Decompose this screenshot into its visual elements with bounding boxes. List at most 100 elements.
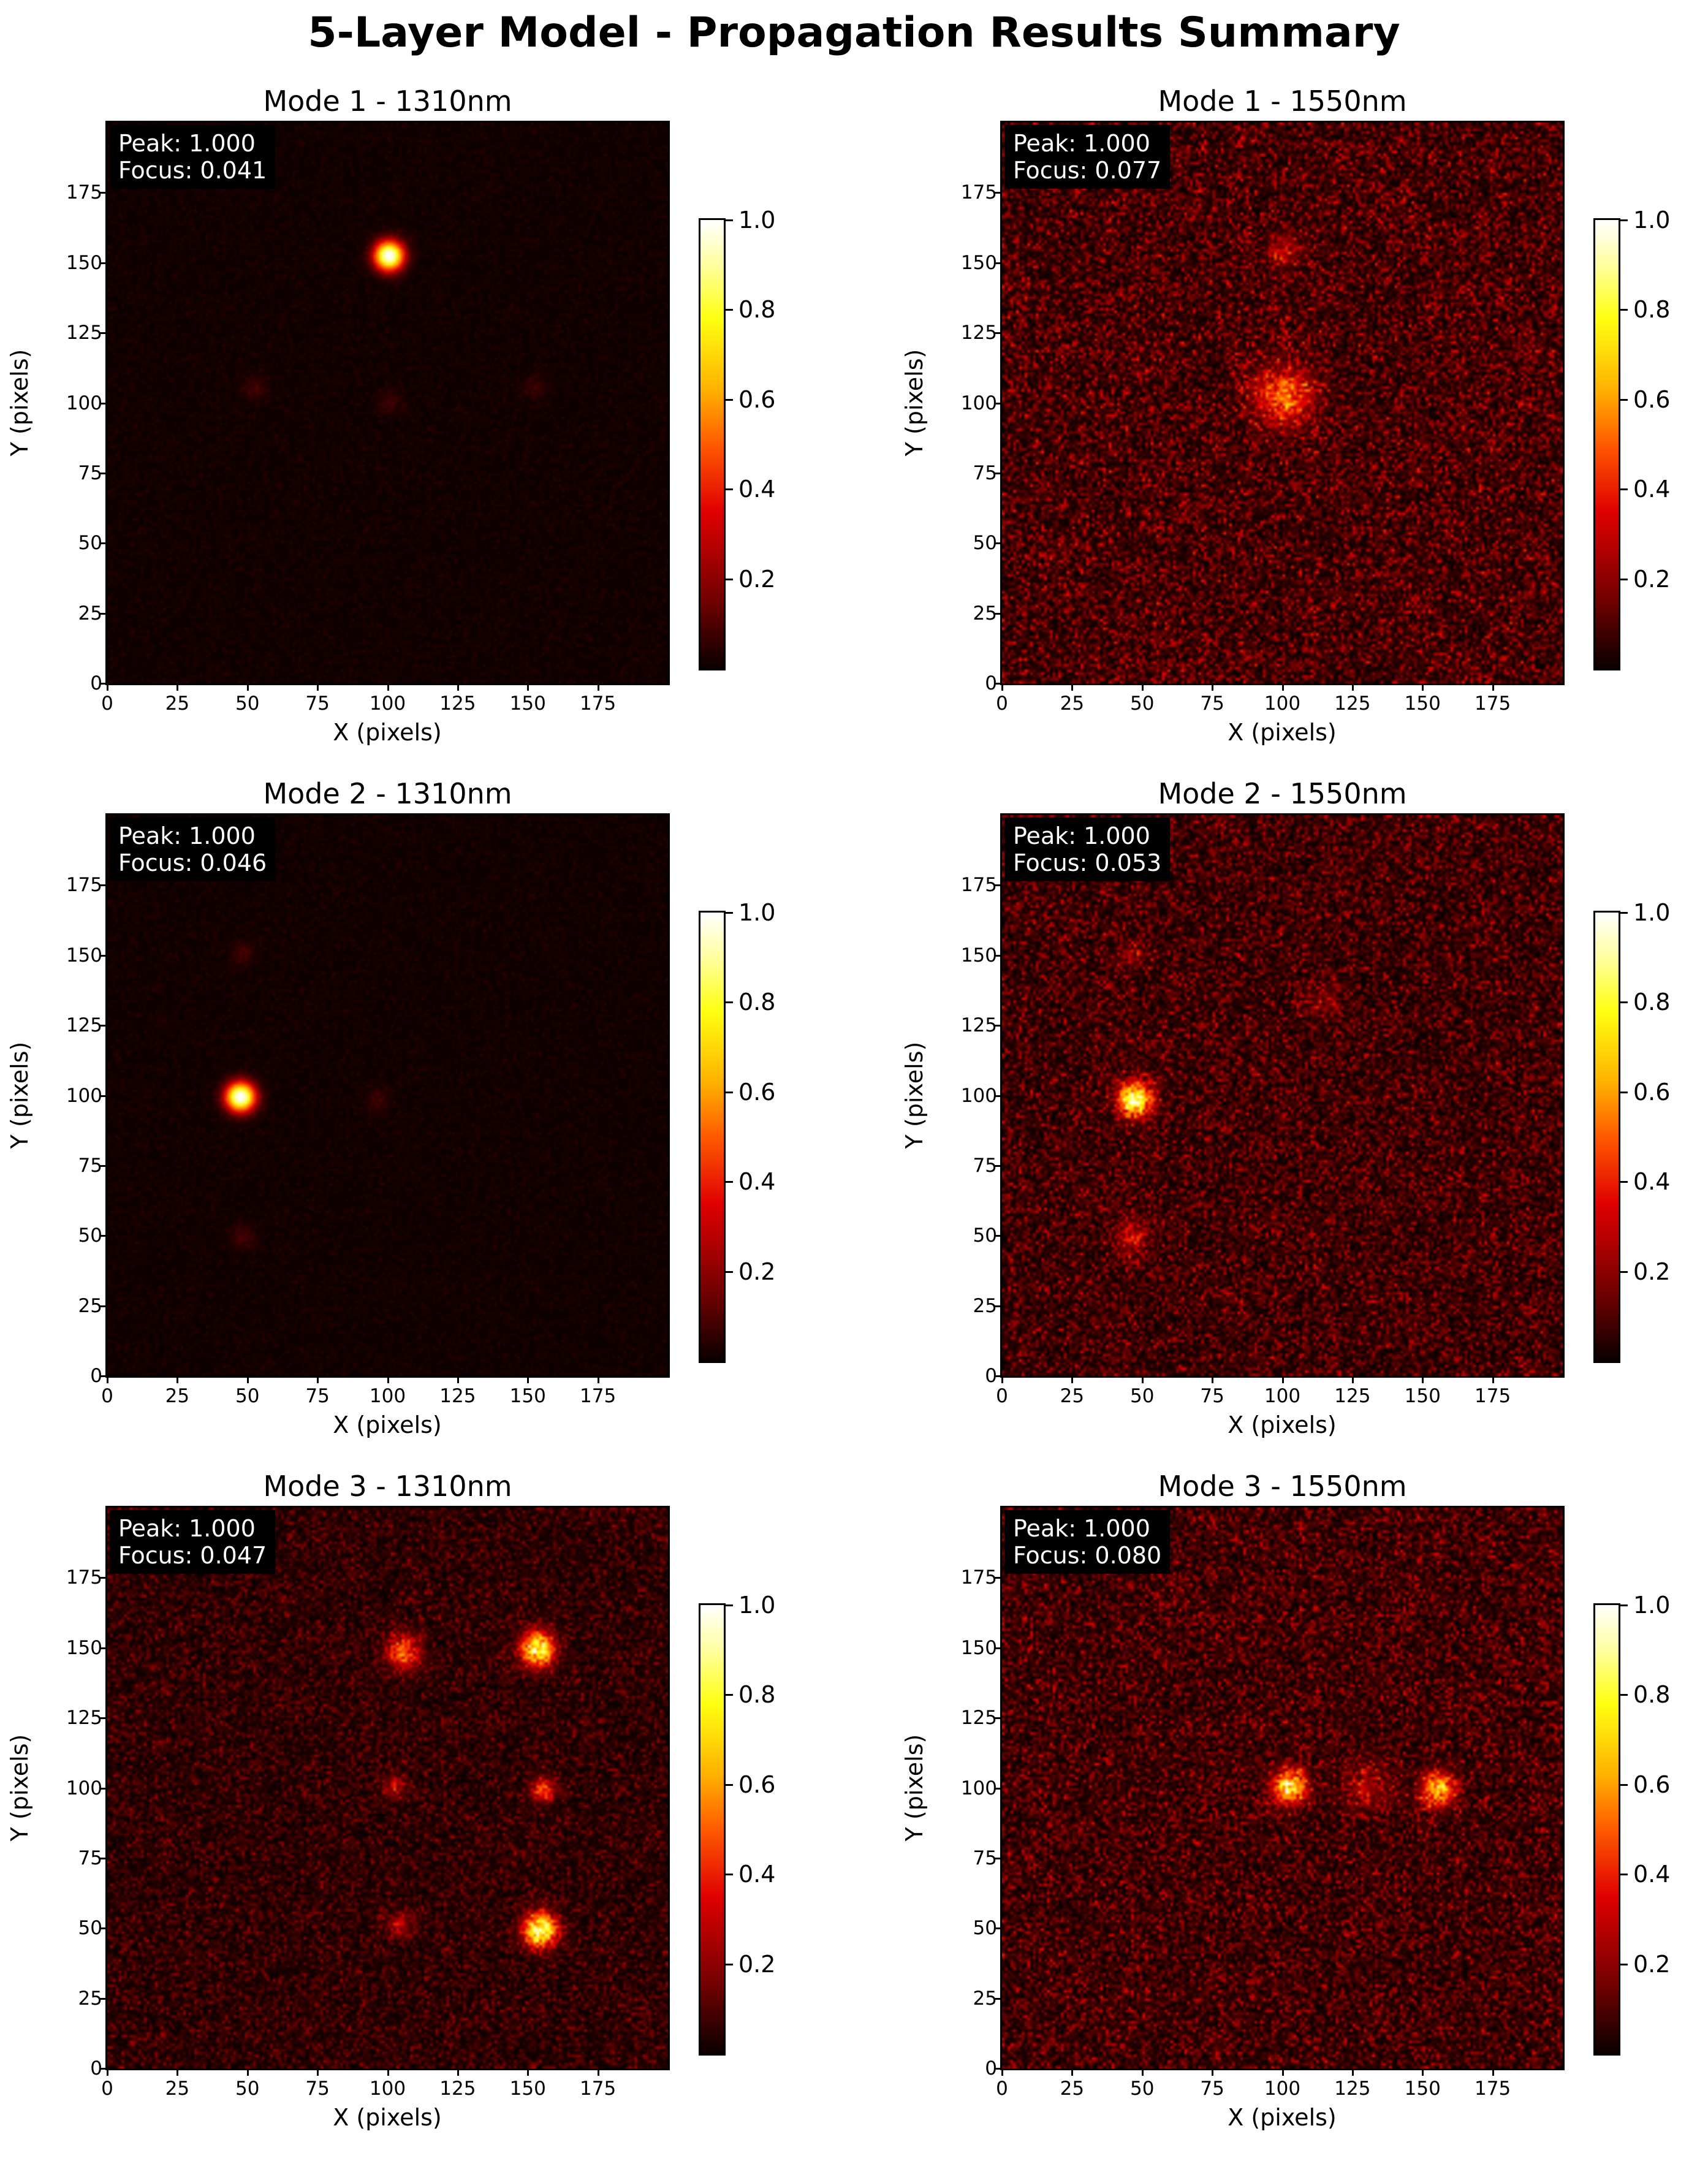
colorbar-tick-label: 0.6 [1633, 1078, 1671, 1106]
y-axis-label: Y (pixels) [6, 1041, 33, 1149]
y-tick-mark [995, 1577, 1002, 1579]
x-axis-label: X (pixels) [1228, 2104, 1337, 2131]
y-tick-mark [100, 1857, 107, 1859]
y-tick-label: 50 [973, 1225, 997, 1247]
x-tick-label: 0 [101, 2078, 113, 2100]
colorbar-tick-label: 0.2 [1633, 565, 1671, 593]
colorbar-tick-mark [1620, 1874, 1628, 1876]
colorbar-tick-label: 1.0 [1633, 1592, 1671, 1619]
y-tick-mark [995, 612, 1002, 615]
colorbar-tick-label: 0.2 [1633, 1950, 1671, 1978]
x-tick-mark [387, 683, 389, 691]
y-tick-label: 150 [66, 1636, 102, 1659]
y-tick-label: 50 [973, 532, 997, 555]
y-tick-label: 175 [960, 874, 997, 897]
y-tick-mark [100, 612, 107, 615]
colorbar-tick-label: 0.8 [738, 989, 776, 1016]
y-tick-label: 25 [78, 1294, 102, 1317]
x-tick-mark [246, 683, 249, 691]
colorbar-tick-label: 0.2 [738, 1258, 776, 1285]
y-tick-mark [100, 1305, 107, 1307]
x-tick-mark [1492, 2068, 1494, 2076]
x-tick-label: 100 [1264, 693, 1301, 715]
x-tick-mark [1212, 1376, 1214, 1383]
focus-value: Focus: 0.077 [1013, 157, 1162, 184]
y-tick-mark [995, 262, 1002, 264]
y-axis-label: Y (pixels) [6, 349, 33, 457]
colorbar-tick-label: 0.4 [738, 1861, 776, 1888]
x-tick-label: 50 [235, 1385, 260, 1407]
colorbar-tick-mark [726, 1963, 733, 1965]
heatmap-plot-area: Peak: 1.000 Focus: 0.047 [105, 1506, 670, 2070]
x-tick-label: 75 [1200, 693, 1224, 715]
x-tick-mark [1141, 2068, 1144, 2076]
x-tick-mark [246, 2068, 249, 2076]
y-tick-label: 0 [985, 672, 997, 694]
colorbar-tick-mark [1620, 219, 1628, 221]
y-tick-mark [100, 542, 107, 545]
colorbar-tick-mark [1620, 1001, 1628, 1004]
heatmap-plot-area: Peak: 1.000 Focus: 0.053 [1000, 813, 1565, 1378]
heatmap-plot-area: Peak: 1.000 Focus: 0.080 [1000, 1506, 1565, 2070]
x-tick-mark [317, 683, 319, 691]
x-tick-mark [1281, 2068, 1284, 2076]
colorbar-tick-label: 0.6 [738, 1771, 776, 1798]
panel-title: Mode 3 - 1310nm [263, 1470, 512, 1503]
panel-title: Mode 2 - 1550nm [1158, 777, 1407, 810]
colorbar-tick-mark [1620, 1694, 1628, 1696]
y-tick-label: 50 [78, 1917, 102, 1940]
x-tick-mark [527, 2068, 529, 2076]
y-tick-label: 175 [66, 1566, 102, 1589]
y-tick-mark [995, 884, 1002, 887]
y-tick-mark [995, 1857, 1002, 1859]
y-tick-mark [995, 1235, 1002, 1237]
x-tick-label: 50 [1130, 1385, 1155, 1407]
x-tick-mark [527, 1376, 529, 1383]
x-tick-mark [597, 683, 599, 691]
x-tick-label: 150 [509, 1385, 546, 1407]
focus-value: Focus: 0.046 [118, 849, 267, 876]
x-tick-mark [1001, 683, 1003, 691]
y-tick-mark [100, 472, 107, 474]
x-tick-label: 175 [1475, 693, 1511, 715]
colorbar-tick-label: 0.8 [1633, 296, 1671, 324]
x-tick-mark [387, 2068, 389, 2076]
colorbar-tick-label: 0.6 [738, 385, 776, 413]
x-tick-mark [1212, 683, 1214, 691]
x-tick-label: 175 [580, 1385, 617, 1407]
y-tick-label: 100 [960, 1084, 997, 1107]
y-tick-label: 175 [66, 181, 102, 204]
colorbar-tick-mark [1620, 1963, 1628, 1965]
x-axis-label: X (pixels) [1228, 1411, 1337, 1438]
panel-title: Mode 1 - 1550nm [1158, 85, 1407, 118]
colorbar [1593, 1603, 1620, 2056]
x-tick-mark [457, 1376, 459, 1383]
y-axis-label: Y (pixels) [901, 349, 928, 457]
panel-title: Mode 2 - 1310nm [263, 777, 512, 810]
y-tick-label: 25 [973, 1987, 997, 2010]
colorbar-tick-mark [726, 1001, 733, 1004]
y-tick-mark [995, 332, 1002, 335]
y-tick-mark [100, 332, 107, 335]
y-tick-label: 175 [960, 181, 997, 204]
x-tick-mark [1001, 2068, 1003, 2076]
y-tick-label: 150 [66, 251, 102, 274]
x-tick-label: 0 [101, 693, 113, 715]
x-tick-label: 25 [1060, 693, 1085, 715]
y-tick-mark [995, 2068, 1002, 2070]
colorbar-tick-mark [1620, 1604, 1628, 1606]
y-tick-label: 100 [66, 1777, 102, 1799]
y-tick-mark [995, 1095, 1002, 1097]
colorbar-tick-mark [726, 309, 733, 311]
x-tick-label: 125 [1334, 693, 1371, 715]
x-tick-label: 25 [165, 2078, 190, 2100]
y-tick-label: 125 [960, 1707, 997, 1730]
x-tick-mark [1141, 683, 1144, 691]
y-tick-label: 0 [90, 1365, 102, 1387]
y-tick-mark [995, 472, 1002, 474]
y-tick-mark [995, 402, 1002, 404]
colorbar-tick-label: 1.0 [1633, 207, 1671, 234]
heatmap-image [107, 1508, 668, 2068]
y-tick-mark [995, 1305, 1002, 1307]
y-tick-mark [100, 683, 107, 685]
